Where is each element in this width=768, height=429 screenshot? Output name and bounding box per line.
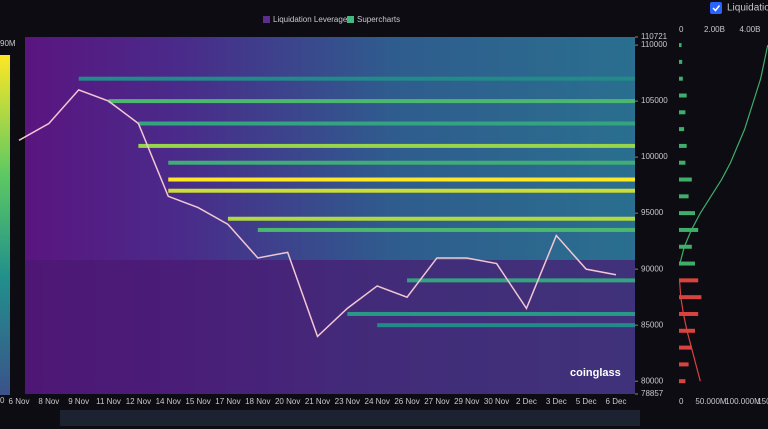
legend-label: Liquidation Leverage bbox=[273, 15, 348, 24]
liquidation-band bbox=[168, 177, 635, 182]
liquidation-bar bbox=[679, 93, 687, 98]
panel-title: Liquidation bbox=[727, 3, 768, 14]
x-tick-label: 5 Dec bbox=[576, 397, 597, 406]
x-tick-label: 100.000M bbox=[725, 397, 761, 406]
scrollbar[interactable] bbox=[60, 410, 640, 426]
y-tick-label: 78857 bbox=[641, 389, 664, 398]
liquidation-bar bbox=[679, 295, 702, 300]
x-tick-label: 20 Nov bbox=[275, 397, 300, 406]
watermark: coinglass bbox=[570, 367, 621, 379]
liquidation-bar bbox=[679, 261, 695, 266]
y-tick-label: 110721 bbox=[641, 32, 668, 41]
y-tick-label: 110000 bbox=[641, 40, 668, 49]
liquidation-bar bbox=[679, 311, 699, 316]
liquidation-band bbox=[168, 188, 635, 193]
legend-swatch bbox=[263, 16, 270, 23]
liquidation-bar bbox=[679, 227, 699, 232]
x2-tick-label: 4.00B bbox=[740, 25, 761, 34]
x-tick-label: 12 Nov bbox=[126, 397, 151, 406]
liquidation-bar bbox=[679, 59, 683, 64]
legend-swatch bbox=[347, 16, 354, 23]
x-tick-label: 30 Nov bbox=[484, 397, 509, 406]
x-tick-label: 24 Nov bbox=[365, 397, 390, 406]
x-tick-label: 150.000M bbox=[757, 397, 768, 406]
x-tick-label: 18 Nov bbox=[245, 397, 270, 406]
liquidation-bar bbox=[679, 43, 682, 48]
liquidation-bar bbox=[679, 143, 687, 148]
liquidation-bar bbox=[679, 278, 699, 283]
legend-label: Supercharts bbox=[357, 15, 400, 24]
x-tick-label: 2 Dec bbox=[516, 397, 537, 406]
x-tick-label: 14 Nov bbox=[156, 397, 181, 406]
x-tick-label: 6 Nov bbox=[9, 397, 30, 406]
liquidation-bar bbox=[679, 211, 695, 216]
liquidation-band bbox=[138, 143, 635, 148]
liquidation-band bbox=[168, 160, 635, 165]
liquidation-bar bbox=[679, 379, 686, 384]
x-tick-label: 15 Nov bbox=[185, 397, 210, 406]
y-tick-label: 80000 bbox=[641, 376, 664, 385]
x-tick-label: 17 Nov bbox=[215, 397, 240, 406]
cumulative-line bbox=[679, 44, 768, 264]
x-tick-label: 50.000M bbox=[695, 397, 726, 406]
x-tick-label: 21 Nov bbox=[305, 397, 330, 406]
price-line bbox=[18, 89, 617, 338]
checkbox[interactable] bbox=[710, 2, 722, 14]
liquidation-band bbox=[227, 216, 635, 221]
liquidation-bar bbox=[679, 160, 686, 165]
colorbar-tick-label: 0 bbox=[0, 396, 5, 405]
liquidation-bar bbox=[679, 177, 692, 182]
x-tick-label: 9 Nov bbox=[68, 397, 89, 406]
liquidation-band bbox=[138, 121, 635, 126]
liquidation-band bbox=[257, 227, 635, 232]
liquidation-band bbox=[347, 311, 635, 316]
colorbar bbox=[0, 55, 10, 395]
y-tick-label: 85000 bbox=[641, 320, 664, 329]
liquidation-bar bbox=[679, 127, 685, 132]
x-tick-label: 26 Nov bbox=[394, 397, 419, 406]
liquidation-bar bbox=[679, 110, 686, 115]
x-tick-label: 0 bbox=[679, 397, 684, 406]
liquidation-bar bbox=[679, 345, 692, 350]
x-tick-label: 11 Nov bbox=[96, 397, 121, 406]
liquidation-bar bbox=[679, 362, 689, 367]
y-tick-label: 105000 bbox=[641, 96, 668, 105]
liquidation-bar bbox=[679, 244, 692, 249]
liquidation-bar bbox=[679, 76, 683, 81]
liquidation-band bbox=[78, 76, 635, 81]
colorbar-tick-label: 90M bbox=[0, 39, 16, 48]
y-tick-label: 90000 bbox=[641, 264, 664, 273]
liquidation-band bbox=[108, 99, 636, 104]
x-tick-label: 29 Nov bbox=[454, 397, 479, 406]
y-tick-label: 100000 bbox=[641, 152, 668, 161]
y-tick-label: 95000 bbox=[641, 208, 664, 217]
x-tick-label: 8 Nov bbox=[38, 397, 59, 406]
x2-tick-label: 2.00B bbox=[704, 25, 725, 34]
liquidation-band bbox=[407, 278, 635, 283]
liquidation-bar bbox=[679, 194, 689, 199]
x-tick-label: 27 Nov bbox=[424, 397, 449, 406]
x2-tick-label: 0 bbox=[679, 25, 684, 34]
liquidation-band bbox=[377, 323, 635, 328]
checkmark bbox=[712, 5, 721, 12]
cumulative-line bbox=[678, 280, 701, 382]
x-tick-label: 3 Dec bbox=[546, 397, 567, 406]
x-tick-label: 23 Nov bbox=[335, 397, 360, 406]
x-tick-label: 6 Dec bbox=[606, 397, 627, 406]
